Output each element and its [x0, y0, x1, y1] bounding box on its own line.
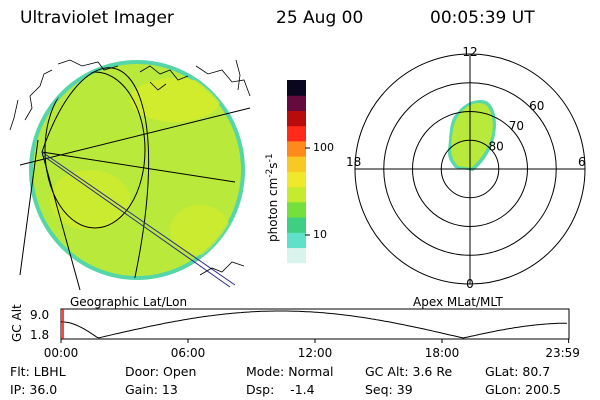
lat-label-70: 70	[509, 119, 524, 133]
coastlines	[9, 59, 251, 276]
door-info: Door: Open	[125, 364, 197, 379]
colorbar-tick-label: 10	[313, 228, 327, 241]
altitude-xtick-label: 12:00	[298, 346, 333, 360]
dsp-info: Dsp: -1.4	[246, 382, 315, 397]
svg-text:photon cm-2s-1: photon cm-2s-1	[265, 153, 280, 242]
lat-label-80: 80	[488, 140, 503, 154]
ip-info: IP: 36.0	[10, 382, 58, 397]
altitude-info: GC Alt: 3.6 Re	[365, 364, 453, 379]
altitude-xtick-label: 00:00	[44, 346, 79, 360]
colorbar-segment	[287, 156, 306, 172]
grid-line	[19, 107, 251, 166]
mlt-label-6: 6	[578, 155, 586, 169]
colorbar-segment	[287, 217, 306, 233]
altitude-ytick-label: 9.0	[30, 308, 49, 322]
colorbar-segment	[287, 95, 306, 111]
altitude-xtick-label: 23:59	[545, 346, 580, 360]
bright-patch	[50, 170, 130, 230]
mlt-label-18: 18	[346, 155, 361, 169]
colorbar-segment	[287, 262, 306, 279]
lat-label-60: 60	[529, 99, 544, 113]
altitude-xtick-label: 18:00	[425, 346, 460, 360]
altitude-plot-frame	[60, 308, 570, 340]
latitude-circle	[44, 71, 146, 229]
colorbar-segment	[287, 186, 306, 203]
altitude-xticks	[60, 339, 570, 343]
map-grid	[19, 67, 251, 291]
colorbar-strip	[287, 80, 306, 279]
gain-info: Gain: 13	[125, 382, 178, 397]
colorbar-segment	[287, 201, 306, 218]
colorbar-segment	[287, 247, 306, 264]
polar-label: Apex MLat/MLT	[413, 295, 503, 309]
colorbar-tick-label: 100	[313, 141, 334, 154]
altitude-xtick-label: 06:00	[171, 346, 206, 360]
meridian-line	[41, 67, 150, 278]
altitude-ytick-label: 1.8	[30, 328, 49, 342]
colorbar-axis: 100 10	[305, 141, 334, 241]
altitude-curve	[60, 310, 567, 339]
bright-patch	[130, 78, 220, 122]
colorbar-segment	[287, 110, 306, 127]
polar-plot: 12 18 6 0 60 70 80	[346, 45, 586, 291]
colorbar-segment	[287, 125, 306, 142]
glon-info: GLon: 200.5	[485, 382, 561, 397]
altitude-ylabel: GC Alt	[10, 304, 24, 342]
colorbar-gradient	[287, 80, 306, 279]
grid-line	[41, 151, 236, 183]
geographic-label: Geographic Lat/Lon	[70, 295, 188, 309]
time-label: 00:05:39 UT	[430, 8, 535, 28]
bright-patch	[170, 205, 230, 255]
mlt-label-0: 0	[466, 277, 474, 291]
grid-line	[41, 154, 231, 288]
grid-line	[41, 151, 236, 286]
geographic-image	[9, 59, 251, 291]
instrument-title: Ultraviolet Imager	[20, 8, 174, 28]
altitude-plot: GC Alt 9.0 1.8 00:00 06:00 12:00 18:00 2…	[10, 304, 580, 360]
seq-info: Seq: 39	[365, 382, 413, 397]
colorbar-segment	[287, 171, 306, 188]
mode-info: Mode: Normal	[246, 364, 334, 379]
glat-info: GLat: 80.7	[485, 364, 551, 379]
colorbar-segment	[287, 232, 306, 249]
mlt-label-12: 12	[462, 45, 477, 59]
filter-info: Flt: LBHL	[10, 364, 66, 379]
auroral-oval	[447, 100, 496, 171]
earth-disk	[29, 60, 245, 280]
colorbar-segment	[287, 80, 306, 96]
grid-line	[19, 139, 39, 276]
colorbar-unit-label: photon cm-2s-1	[265, 153, 280, 242]
date-label: 25 Aug 00	[276, 8, 364, 28]
grid-line	[41, 151, 81, 291]
colorbar-segment	[287, 140, 306, 157]
